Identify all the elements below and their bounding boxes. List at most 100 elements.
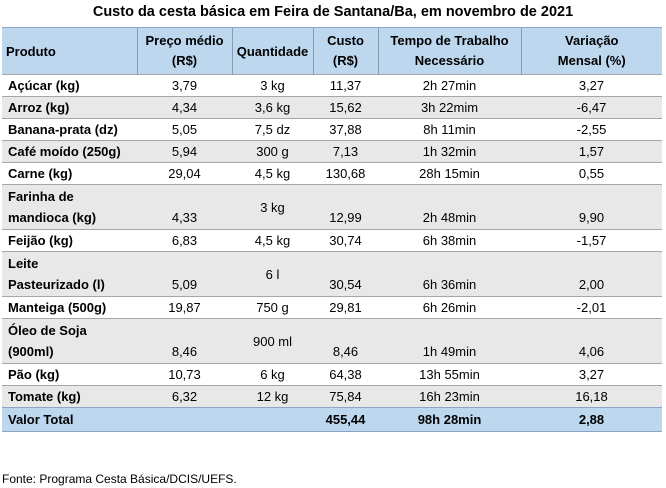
cell-custo: 64,38: [329, 367, 362, 382]
cell-tempo: 28h 15min: [419, 166, 480, 181]
cell-custo: 37,88: [329, 122, 362, 137]
produto-line: Manteiga (500g): [8, 300, 107, 315]
cell-variacao: 3,27: [578, 367, 605, 382]
produto-line: Óleo de Soja: [8, 323, 87, 338]
cell-preco: 5,09: [171, 277, 198, 292]
cell-tempo: 1h 32min: [422, 144, 477, 159]
total-custo: 455,44: [325, 412, 366, 427]
cell-variacao: 9,90: [578, 210, 605, 225]
cell-tempo: 1h 49min: [422, 344, 477, 359]
cell-custo: 12,99: [329, 210, 362, 225]
produto-line: Pão (kg): [8, 367, 60, 382]
total-preco-empty: [137, 408, 232, 432]
cell-tempo: 6h 26min: [422, 300, 477, 315]
header-tempo-line2: Necessário: [414, 53, 485, 68]
cell-variacao: -1,57: [576, 233, 607, 248]
cell-quantidade: 12 kg: [256, 389, 289, 404]
table-row: Carne (kg) 29,04 4,5 kg 130,68 28h 15min 0,55: [2, 162, 662, 185]
table-row: Pão (kg) 10,73 6 kg 64,38 13h 55min 3,27: [2, 363, 662, 386]
cell-quantidade: 900 ml: [252, 333, 293, 349]
cell-custo: 75,84: [329, 389, 362, 404]
cell-preco: 10,73: [168, 367, 201, 382]
cell-preco: 29,04: [168, 166, 201, 181]
cell-preco: 4,33: [171, 210, 198, 225]
produto-line: Café moído (250g): [8, 144, 121, 159]
cell-quantidade: 3 kg: [260, 78, 285, 93]
cell-preco: 5,05: [171, 122, 198, 137]
cell-tempo: 2h 27min: [422, 78, 477, 93]
cell-tempo: 6h 38min: [422, 233, 477, 248]
table-row: Feijão (kg) 6,83 4,5 kg 30,74 6h 38min -1,57: [2, 229, 662, 252]
total-tempo: 98h 28min: [417, 412, 482, 427]
produto-line: Banana-prata (dz): [8, 122, 118, 137]
cell-variacao: 3,27: [578, 78, 605, 93]
cell-custo: 130,68: [325, 166, 366, 181]
header-custo: Custo (R$): [312, 27, 378, 75]
header-quantidade: Quantidade: [231, 27, 313, 75]
cell-custo: 15,62: [329, 100, 362, 115]
produto-line: mandioca (kg): [8, 210, 97, 225]
table-row: Farinha de mandioca (kg) 4,33 3 kg 12,99 2h 4…: [2, 184, 662, 230]
cell-custo: 11,37: [329, 78, 362, 93]
cell-custo: 30,54: [329, 277, 362, 292]
cell-variacao: 1,57: [578, 144, 605, 159]
header-row: Produto Preço médio (R$) Quantidade Cust…: [2, 27, 662, 75]
cell-produto: Tomate (kg): [2, 386, 137, 408]
cell-preco: 4,34: [171, 100, 198, 115]
header-produto: Produto: [2, 27, 137, 75]
cell-produto: Manteiga (500g): [2, 297, 137, 319]
cell-produto: Café moído (250g): [2, 141, 137, 163]
header-tempo: Tempo de Trabalho Necessário: [377, 27, 521, 75]
cell-tempo: 13h 55min: [419, 367, 480, 382]
produto-line: Arroz (kg): [8, 100, 70, 115]
cell-preco: 19,87: [168, 300, 201, 315]
cell-produto: Carne (kg): [2, 163, 137, 185]
cell-quantidade: 750 g: [256, 300, 289, 315]
cell-custo: 8,46: [332, 344, 359, 359]
header-preco-line1: Preço médio: [145, 33, 224, 48]
cell-tempo: 3h 22mim: [420, 100, 479, 115]
table-row: Café moído (250g) 5,94 300 g 7,13 1h 32min 1,…: [2, 140, 662, 163]
cell-preco: 6,83: [171, 233, 198, 248]
header-custo-line2: (R$): [332, 53, 359, 68]
cell-produto: Pão (kg): [2, 364, 137, 386]
cell-quantidade: 3 kg: [260, 199, 285, 215]
cell-variacao: -2,55: [576, 122, 607, 137]
cell-variacao: 4,06: [578, 344, 605, 359]
cell-quantidade: 6 kg: [260, 367, 285, 382]
cell-produto: Óleo de Soja (900ml): [2, 319, 137, 364]
cell-custo: 7,13: [332, 144, 359, 159]
produto-line: Feijão (kg): [8, 233, 74, 248]
produto-line: Carne (kg): [8, 166, 73, 181]
total-quantidade-empty: [232, 408, 313, 432]
cell-produto: Açúcar (kg): [2, 75, 137, 97]
header-preco: Preço médio (R$): [136, 27, 232, 75]
cell-preco: 3,79: [171, 78, 198, 93]
cell-quantidade: 300 g: [256, 144, 289, 159]
cell-produto: Banana-prata (dz): [2, 119, 137, 141]
table-row: Óleo de Soja (900ml) 8,46 900 ml 8,46 1h 49mi…: [2, 318, 662, 364]
produto-line: Leite: [8, 256, 39, 271]
source-note: Fonte: Programa Cesta Básica/DCIS/UEFS.: [2, 472, 237, 486]
cell-preco: 6,32: [171, 389, 198, 404]
cell-preco: 5,94: [171, 144, 198, 159]
total-row: Valor Total 455,44 98h 28min 2,88: [2, 407, 662, 432]
produto-line: Açúcar (kg): [8, 78, 80, 93]
cell-quantidade: 7,5 dz: [254, 122, 291, 137]
produto-line: (900ml): [8, 344, 54, 359]
table-row: Leite Pasteurizado (l) 5,09 6 l 30,54 6h 36mi…: [2, 251, 662, 297]
cell-produto: Arroz (kg): [2, 97, 137, 119]
cell-variacao: -2,01: [576, 300, 607, 315]
cell-produto: Farinha de mandioca (kg): [2, 185, 137, 230]
cell-preco: 8,46: [171, 344, 198, 359]
cell-quantidade: 4,5 kg: [254, 233, 291, 248]
cell-variacao: 0,55: [578, 166, 605, 181]
cell-produto: Feijão (kg): [2, 230, 137, 252]
cell-quantidade: 6 l: [265, 266, 280, 282]
produto-line: Farinha de: [8, 189, 74, 204]
cell-quantidade: 4,5 kg: [254, 166, 291, 181]
cell-quantidade: 3,6 kg: [254, 100, 291, 115]
table-body: Açúcar (kg) 3,79 3 kg 11,37 2h 27min 3,27 Arro…: [2, 74, 662, 408]
produto-line: Pasteurizado (l): [8, 277, 105, 292]
table-row: Arroz (kg) 4,34 3,6 kg 15,62 3h 22mim -6,47: [2, 96, 662, 119]
